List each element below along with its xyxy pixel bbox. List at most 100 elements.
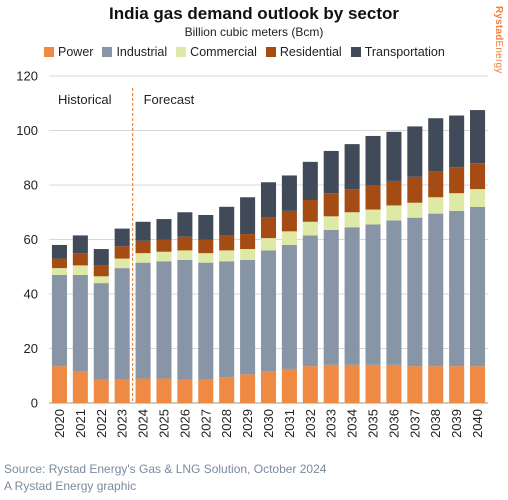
legend-swatch: [176, 47, 187, 57]
bar-segment-transportation-2035: [365, 135, 381, 185]
bar-segment-power-2039: [449, 366, 465, 403]
bar-segment-power-2025: [156, 378, 172, 403]
y-tick-label: 100: [16, 123, 38, 138]
chart-title: India gas demand outlook by sector: [109, 4, 399, 23]
bar-segment-transportation-2026: [177, 212, 193, 237]
bar-segment-residential-2034: [344, 189, 360, 213]
bar-segment-industrial-2031: [281, 244, 297, 369]
bar-segment-power-2023: [114, 379, 130, 403]
bar-segment-commercial-2036: [386, 205, 402, 221]
bar-segment-transportation-2021: [72, 235, 88, 254]
legend-item-power: Power: [44, 45, 93, 59]
legend-swatch: [44, 47, 54, 57]
source-note: Source: Rystad Energy's Gas & LNG Soluti…: [4, 462, 327, 476]
bar-segment-transportation-2028: [219, 206, 235, 236]
bar-segment-residential-2023: [114, 246, 130, 259]
bar-segment-residential-2022: [93, 265, 109, 277]
bar-segment-commercial-2034: [344, 212, 360, 228]
x-tick-label: 2024: [136, 409, 151, 438]
bar-segment-commercial-2040: [470, 189, 486, 207]
bar-segment-industrial-2026: [177, 259, 193, 380]
bar-segment-commercial-2028: [219, 250, 235, 262]
bar-segment-transportation-2020: [51, 244, 67, 259]
bar-segment-commercial-2037: [407, 202, 423, 218]
legend-item-residential: Residential: [265, 45, 342, 59]
bar-segment-transportation-2036: [386, 131, 402, 181]
legend-swatch: [265, 47, 276, 57]
bar-segment-residential-2032: [302, 199, 318, 222]
bar-segment-residential-2030: [260, 217, 277, 239]
y-tick-label: 0: [31, 396, 38, 411]
bar-segment-industrial-2024: [135, 262, 151, 379]
x-tick-label: 2022: [94, 409, 109, 438]
bar-segment-commercial-2021: [72, 265, 88, 275]
bar-segment-residential-2033: [323, 193, 339, 217]
legend-item-industrial: Industrial: [102, 45, 167, 59]
bar-segment-commercial-2033: [323, 216, 339, 230]
bar-segment-residential-2024: [135, 240, 151, 254]
bar-segment-power-2028: [219, 377, 235, 403]
bar-segment-power-2022: [93, 379, 109, 403]
x-tick-label: 2034: [345, 409, 360, 438]
bar-segment-power-2032: [302, 366, 318, 403]
y-tick-label: 120: [16, 69, 38, 84]
bar-segment-power-2029: [240, 374, 256, 403]
bar-segment-residential-2037: [407, 176, 423, 203]
x-tick-label: 2029: [240, 409, 255, 438]
bar-segment-residential-2027: [198, 239, 214, 254]
bar-segment-commercial-2020: [51, 268, 67, 275]
bar-segment-industrial-2035: [365, 224, 381, 365]
bar-segment-residential-2026: [177, 236, 193, 251]
bar-segment-residential-2036: [386, 180, 402, 206]
bar-segment-commercial-2030: [260, 238, 277, 251]
bar-segment-power-2033: [323, 364, 339, 403]
chart-legend: Power Industrial Commercial Residential Tran…: [44, 45, 454, 59]
bar-segment-industrial-2032: [302, 235, 318, 367]
brand-name-second: Energy: [493, 40, 504, 74]
x-tick-label: 2033: [324, 409, 339, 438]
bar-segment-commercial-2032: [302, 221, 318, 236]
bar-segment-power-2035: [365, 364, 381, 403]
bar-segment-industrial-2034: [344, 227, 360, 365]
legend-swatch: [350, 47, 361, 57]
legend-label: Residential: [279, 45, 342, 59]
bar-segment-transportation-2040: [470, 110, 486, 164]
x-tick-label: 2040: [470, 409, 485, 438]
x-tick-label: 2026: [177, 409, 192, 438]
legend-label: Transportation: [364, 45, 445, 59]
bar-segment-industrial-2023: [114, 268, 130, 380]
bar-segment-transportation-2038: [428, 118, 444, 172]
bar-segment-power-2020: [51, 366, 67, 403]
bar-segment-industrial-2022: [93, 283, 109, 380]
bar-segment-industrial-2040: [470, 206, 486, 367]
bar-segment-industrial-2038: [428, 213, 444, 367]
chart-subtitle: Billion cubic meters (Bcm): [184, 25, 324, 39]
annotation-forecast: Forecast: [144, 92, 195, 107]
bar-segment-industrial-2033: [323, 229, 339, 365]
brand-logo: RystadEnergy: [493, 6, 504, 73]
annotation-historical: Historical: [58, 92, 112, 107]
bar-segment-power-2040: [470, 366, 486, 403]
bar-segment-transportation-2032: [302, 161, 318, 200]
bar-segment-transportation-2022: [93, 249, 109, 266]
x-tick-label: 2037: [407, 409, 422, 438]
bar-segment-commercial-2023: [114, 258, 130, 269]
bar-segment-commercial-2029: [240, 249, 256, 260]
credit-note: A Rystad Energy graphic: [4, 479, 137, 493]
x-tick-label: 2028: [219, 409, 234, 438]
legend-item-transportation: Transportation: [350, 45, 445, 59]
bar-segment-residential-2028: [219, 235, 235, 251]
bar-segment-residential-2021: [72, 253, 88, 266]
x-tick-label: 2036: [386, 409, 401, 438]
bar-segment-power-2036: [386, 364, 402, 403]
bar-segment-residential-2038: [428, 171, 444, 198]
y-tick-label: 20: [24, 341, 38, 356]
x-tick-label: 2021: [73, 409, 88, 438]
x-tick-label: 2030: [261, 409, 276, 438]
bar-segment-industrial-2036: [386, 220, 402, 365]
x-tick-label: 2032: [303, 409, 318, 438]
bar-segment-residential-2040: [470, 163, 486, 190]
bar-segment-power-2021: [72, 371, 88, 403]
bar-segment-commercial-2038: [428, 197, 444, 214]
